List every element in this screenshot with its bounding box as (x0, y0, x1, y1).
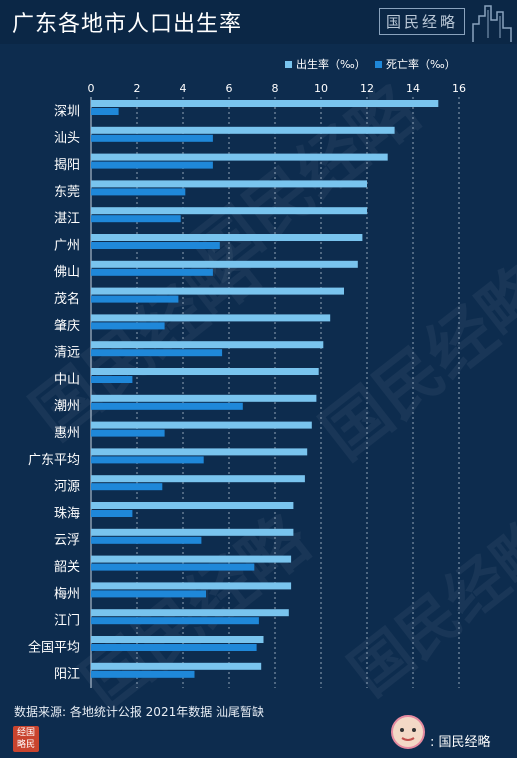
legend-swatch (285, 61, 292, 68)
legend-swatch (375, 61, 382, 68)
bar-death-rate (91, 590, 206, 598)
data-source: 数据来源: 各地统计公报 2021年数据 汕尾暂缺 (14, 705, 265, 719)
category-label: 深圳 (54, 104, 80, 119)
brand-name: : 国民经略 (430, 735, 491, 750)
legend-label: 出生率（‰） (296, 57, 366, 71)
category-label: 肇庆 (54, 319, 80, 334)
category-label: 珠海 (54, 506, 80, 521)
bar-birth-rate (91, 234, 363, 241)
bar-birth-rate (91, 153, 388, 161)
bar-death-rate (91, 402, 243, 410)
category-label: 湛江 (54, 212, 80, 227)
bar-death-rate (91, 536, 202, 544)
bar-birth-rate (91, 582, 292, 590)
bar-death-rate (91, 670, 195, 678)
bar-birth-rate (91, 314, 331, 322)
x-tick-label: 2 (134, 82, 141, 95)
x-tick-label: 8 (272, 82, 279, 95)
bar-death-rate (91, 644, 257, 651)
bar-death-rate (91, 322, 165, 330)
bar-birth-rate (91, 475, 305, 483)
bar-death-rate (91, 108, 119, 115)
bar-death-rate (91, 188, 186, 196)
brand-badge: 经国略民 (13, 726, 39, 752)
bar-death-rate (91, 456, 204, 464)
bar-death-rate (91, 510, 133, 517)
category-label: 汕头 (54, 131, 80, 146)
bar-birth-rate (91, 609, 289, 617)
skyline-icon (472, 5, 512, 42)
bar-birth-rate (91, 287, 344, 295)
bar-death-rate (91, 483, 163, 491)
bar-birth-rate (91, 126, 395, 134)
bar-birth-rate (91, 207, 367, 215)
category-label: 韶关 (54, 559, 80, 575)
category-label: 广州 (54, 238, 80, 253)
bar-birth-rate (91, 180, 367, 188)
bar-birth-rate (91, 448, 308, 456)
bar-death-rate (91, 295, 179, 303)
bar-birth-rate (91, 341, 324, 349)
mascot-icon (391, 715, 425, 749)
category-label: 佛山 (54, 265, 80, 280)
bar-birth-rate (91, 502, 294, 509)
category-label: 东莞 (54, 185, 80, 200)
category-label: 云浮 (54, 533, 80, 548)
x-tick-label: 10 (314, 82, 328, 95)
bar-birth-rate (91, 421, 312, 429)
bar-birth-rate (91, 394, 317, 402)
bar-death-rate (91, 161, 213, 169)
x-tick-label: 6 (226, 82, 233, 95)
logo: 国民经略 (378, 8, 465, 35)
category-label: 潮州 (54, 399, 80, 414)
bar-death-rate (91, 134, 213, 142)
bar-death-rate (91, 617, 259, 625)
bar-birth-rate (91, 555, 292, 563)
bar-death-rate (91, 429, 165, 437)
bar-birth-rate (91, 260, 358, 268)
category-label: 揭阳 (54, 158, 80, 173)
bar-death-rate (91, 376, 133, 383)
page-title: 广东各地市人口出生率 (12, 12, 243, 37)
header-bar (0, 0, 517, 44)
category-label: 广东平均 (28, 453, 80, 468)
category-label: 惠州 (54, 426, 80, 441)
x-tick-label: 0 (88, 82, 95, 95)
bar-birth-rate (91, 100, 439, 107)
x-tick-label: 4 (180, 82, 187, 95)
bar-death-rate (91, 563, 255, 571)
bar-birth-rate (91, 662, 262, 670)
x-tick-label: 16 (452, 82, 466, 95)
legend-label: 死亡率（‰） (386, 57, 456, 71)
category-label: 全国平均 (28, 639, 80, 655)
bar-death-rate (91, 268, 213, 276)
x-tick-label: 14 (406, 82, 420, 95)
bar-death-rate (91, 215, 181, 223)
category-label: 清远 (54, 346, 80, 361)
category-label: 茂名 (54, 291, 80, 307)
bar-chart: 0 2 4 6 8 10 12 14 16 出生率（‰） 死亡率（‰） 深圳汕头揭阳东莞湛江广州佛山茂… (28, 57, 466, 688)
category-label: 中山 (54, 372, 80, 387)
category-label: 河源 (54, 480, 80, 495)
bar-death-rate (91, 242, 220, 249)
bar-birth-rate (91, 528, 294, 536)
category-label: 梅州 (54, 587, 80, 602)
x-tick-label: 12 (360, 82, 374, 95)
bar-birth-rate (91, 368, 319, 375)
bar-birth-rate (91, 636, 264, 643)
category-label: 江门 (54, 614, 80, 629)
bar-death-rate (91, 349, 223, 357)
category-label: 阳江 (54, 667, 80, 682)
